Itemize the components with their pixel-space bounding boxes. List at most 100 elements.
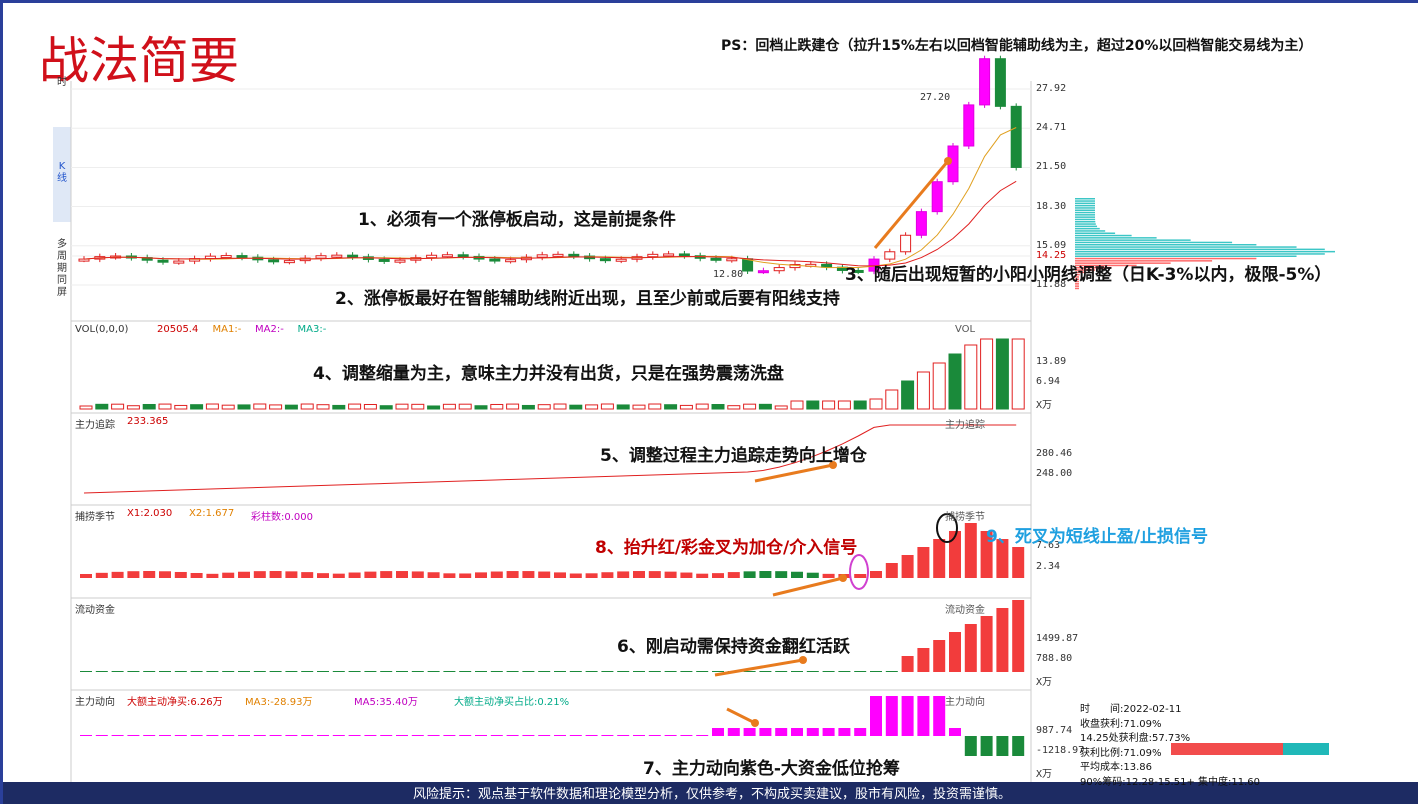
fund-bar: [806, 671, 819, 672]
price-axis-label: 14.25: [1036, 250, 1067, 262]
chip-bar: [1075, 244, 1257, 246]
flow-bar: [490, 735, 503, 736]
candle: [615, 258, 627, 262]
panel-field: MA3:-: [297, 324, 327, 335]
vol-bar: [869, 398, 883, 410]
chip-bar: [1075, 262, 1171, 264]
fund-bar: [838, 671, 851, 672]
season-bar: [901, 555, 914, 578]
candle: [173, 260, 185, 264]
candle: [773, 267, 785, 272]
season-bar: [980, 531, 993, 578]
flow-bar: [127, 735, 140, 736]
season-bar: [174, 571, 187, 578]
chip-bar: [1075, 278, 1079, 280]
annotation: 5、调整过程主力追踪走势向上增仓: [600, 446, 867, 466]
fund-bar: [95, 671, 108, 672]
fund-bar: [585, 671, 598, 672]
chip-bar: [1075, 241, 1233, 244]
panel-field: MA2:-: [255, 324, 284, 335]
season-bar: [364, 571, 377, 578]
flow-bar: [980, 736, 993, 756]
vol-bar: [284, 404, 298, 410]
chip-bar: [1075, 267, 1112, 269]
annotation: 1、必须有一个涨停板启动，这是前提条件: [358, 210, 676, 230]
season-bar: [332, 573, 345, 578]
chip-bar: [1075, 232, 1116, 234]
panel-title: VOL(0,0,0): [75, 324, 129, 335]
fund-bar: [664, 671, 677, 672]
candle: [884, 251, 896, 260]
season-bar: [159, 571, 171, 578]
season-bar: [127, 571, 140, 578]
sidebar-label: 时: [57, 77, 67, 88]
chip-bar: [1075, 207, 1096, 209]
flow-bar: [269, 735, 282, 736]
arrow: [714, 658, 804, 677]
panel-axis-label: 13.89: [1036, 355, 1067, 367]
season-bar: [95, 572, 108, 578]
arrow-head: [839, 574, 847, 582]
annotation: 9、死叉为短线止盈/止损信号: [986, 527, 1209, 547]
vol-bar: [363, 403, 377, 410]
season-bar: [269, 571, 282, 578]
flow-bar: [238, 735, 250, 736]
fund-bar: [822, 671, 835, 672]
panel-field: 彩柱数:0.000: [251, 512, 313, 523]
marker-circle: [849, 554, 869, 590]
chip-bar: [1075, 198, 1095, 200]
chip-bar: [1075, 234, 1132, 237]
sidebar-bg: [53, 127, 71, 222]
candle: [726, 258, 738, 262]
candle: [647, 253, 659, 258]
vol-bar: [490, 403, 504, 410]
vol-bar: [837, 400, 851, 410]
vol-bar: [822, 400, 836, 410]
season-bar: [822, 573, 835, 578]
flow-bar: [285, 735, 298, 736]
flow-bar: [80, 735, 92, 736]
price-axis-label: 24.71: [1036, 122, 1067, 134]
vol-bar: [948, 353, 962, 410]
season-bar: [743, 571, 756, 578]
vol-bar: [885, 389, 899, 410]
fund-bar: [854, 671, 867, 672]
flow-bar: [838, 728, 851, 736]
vol-bar: [758, 403, 772, 410]
flow-bar: [901, 696, 914, 736]
vol-bar: [158, 403, 172, 410]
fund-bar: [127, 671, 140, 672]
panel-tag: 主力追踪: [945, 420, 985, 431]
flow-bar: [222, 735, 235, 736]
flow-bar: [680, 735, 693, 736]
candle: [378, 258, 390, 262]
chip-bar: [1075, 237, 1157, 239]
chip-bar: [1075, 204, 1095, 207]
season-bar: [238, 571, 250, 578]
candle: [678, 253, 690, 257]
season-bar: [1012, 547, 1025, 578]
flow-bar: [411, 735, 424, 736]
fund-bar: [490, 671, 503, 672]
chip-bar: [1075, 287, 1079, 290]
panel-axis-label: X万: [1036, 677, 1053, 689]
flow-bar: [617, 735, 630, 736]
panel-title: 主力追踪: [75, 420, 115, 431]
fund-bar: [380, 671, 393, 672]
chip-bar: [1075, 239, 1191, 241]
panel-field: 大额主动净买:6.26万: [127, 697, 223, 708]
season-bar: [317, 573, 329, 578]
panel-tag: VOL: [955, 324, 976, 335]
fund-bar: [601, 671, 614, 672]
fund-bar: [206, 671, 219, 672]
season-bar: [601, 572, 614, 578]
fund-bar: [475, 671, 487, 672]
panel-axis-label: 987.74: [1036, 724, 1073, 736]
candle: [757, 270, 769, 274]
price-axis-label: 11.88: [1036, 279, 1067, 290]
fund-bar: [917, 648, 930, 672]
fund-bar: [111, 671, 124, 672]
candle: [979, 58, 991, 106]
chip-bar: [1075, 271, 1086, 274]
season-bar: [933, 539, 946, 578]
